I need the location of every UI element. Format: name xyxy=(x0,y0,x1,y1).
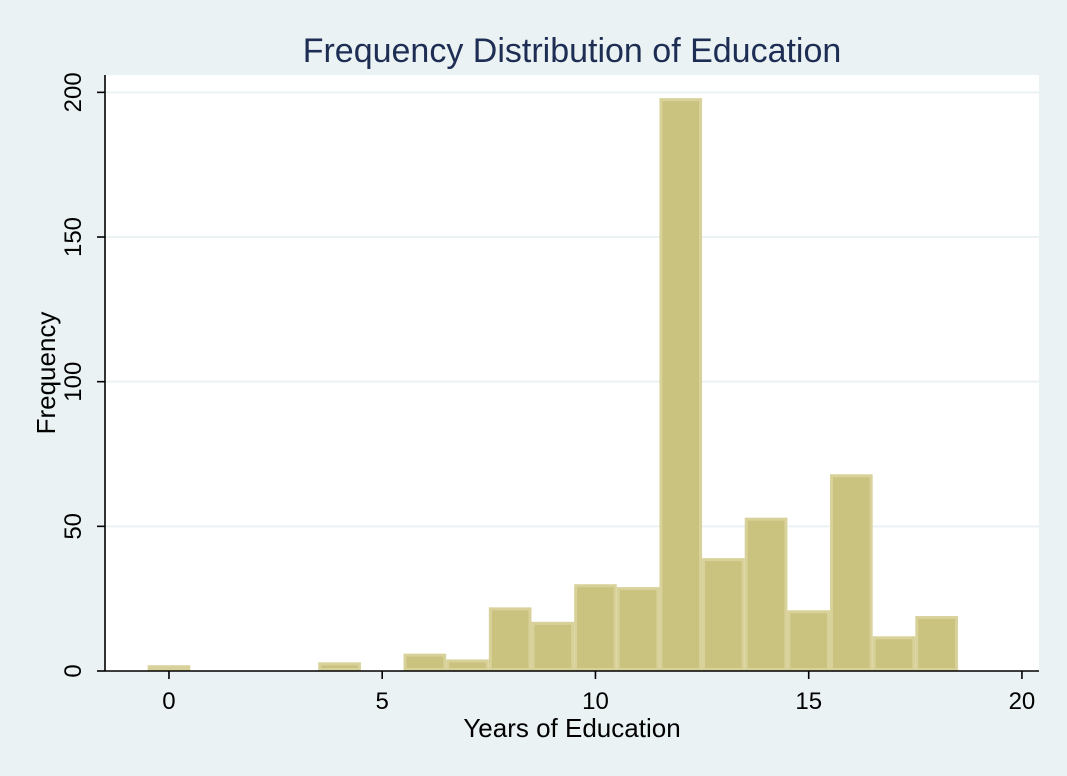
histogram-bar xyxy=(531,621,575,672)
plot-area xyxy=(105,75,1039,671)
histogram-bar xyxy=(744,517,788,672)
x-tick-label: 15 xyxy=(795,688,822,715)
histogram-bar xyxy=(830,474,873,672)
histogram-bar xyxy=(915,616,958,671)
y-tick-label: 50 xyxy=(60,513,87,540)
y-tick-label: 150 xyxy=(60,217,87,257)
x-tick-label: 20 xyxy=(1009,688,1036,715)
histogram-bar xyxy=(616,587,660,672)
histogram-bar xyxy=(488,607,532,671)
x-tick-label: 0 xyxy=(162,688,175,715)
histogram-bar xyxy=(318,662,361,671)
y-tick-label: 0 xyxy=(60,664,87,677)
y-tick-label: 200 xyxy=(60,72,87,112)
histogram-bar xyxy=(787,610,831,672)
grid-lines xyxy=(105,91,1039,528)
x-tick-label: 10 xyxy=(582,688,609,715)
y-axis-label: Frequency xyxy=(31,312,61,435)
histogram-bar xyxy=(446,659,489,672)
chart-title: Frequency Distribution of Education xyxy=(303,32,842,70)
histogram-bar xyxy=(702,558,745,671)
histogram-bar xyxy=(659,98,703,671)
histogram-bar xyxy=(574,584,617,671)
histogram-bar xyxy=(403,653,447,671)
histogram-bar xyxy=(147,665,191,671)
x-tick-label: 5 xyxy=(376,688,389,715)
histogram-bar xyxy=(872,636,916,672)
y-tick-label: 100 xyxy=(60,362,87,402)
x-axis-label: Years of Education xyxy=(463,713,680,743)
bars xyxy=(147,98,958,672)
